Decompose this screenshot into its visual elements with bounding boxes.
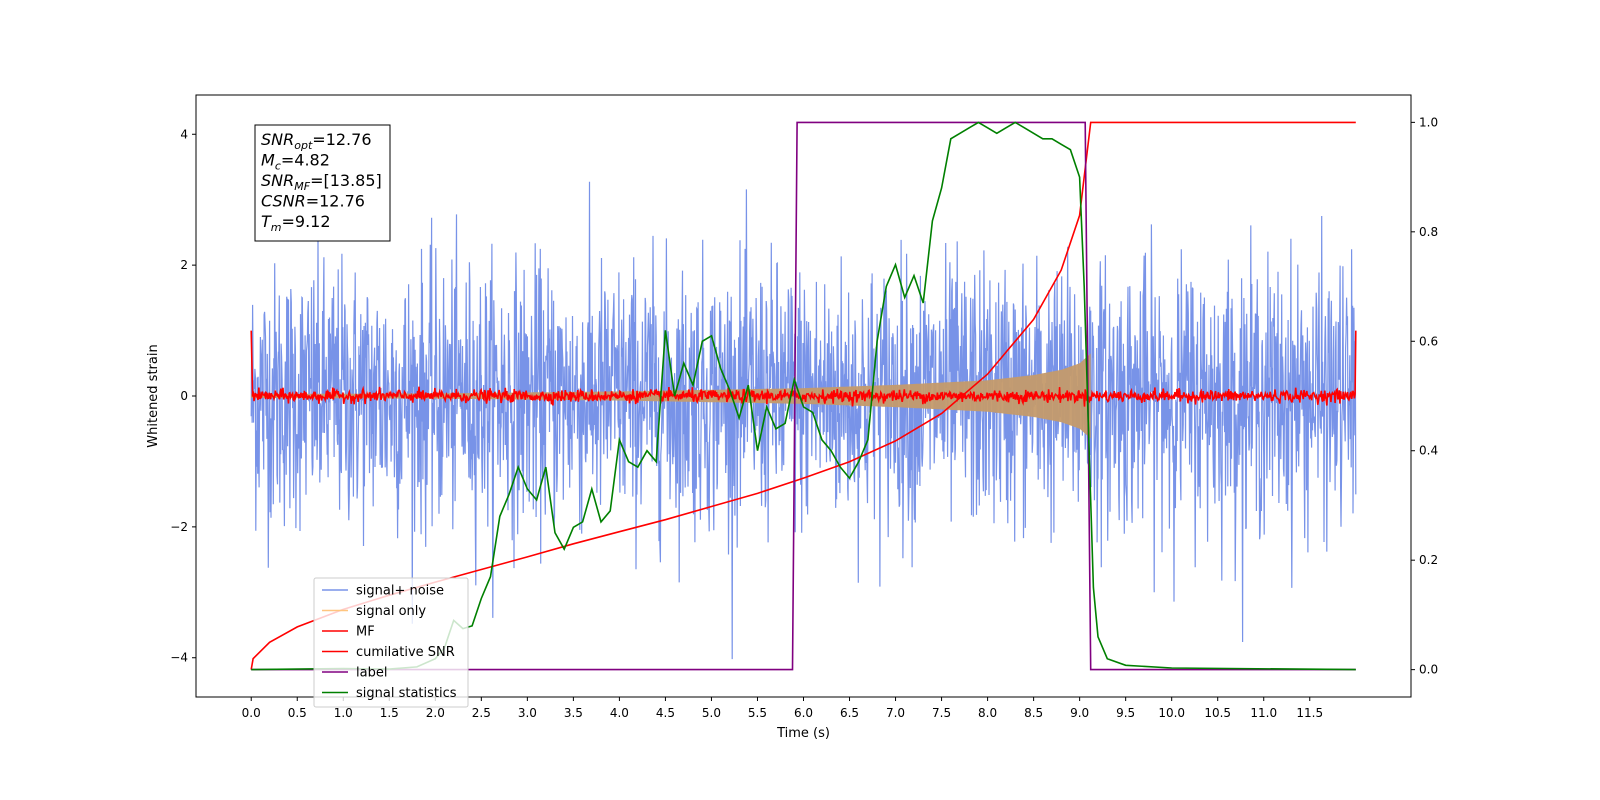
y-axis-label: Whitened strain [146,344,161,447]
y2-tick-label: 1.0 [1419,115,1438,129]
x-tick-label: 4.0 [610,706,629,720]
x-tick-label: 10.0 [1158,706,1185,720]
y2-tick-label: 0.6 [1419,334,1438,348]
stat-tm: Tm=9.12 [261,212,331,234]
series-signal-noise [250,181,1357,660]
x-tick-label: 2.0 [426,706,445,720]
x-tick-label: 1.0 [334,706,353,720]
legend-label: signal statistics [356,686,457,701]
y2-tick-label: 0.8 [1419,225,1438,239]
x-tick-label: 7.0 [886,706,905,720]
legend: signal+ noise signal only MF cumilative SNR… [313,577,469,708]
legend-label: MF [356,625,375,640]
x-tick-label: 9.0 [1070,706,1089,720]
y-axis-left: −4 −2 0 2 4 [170,127,196,665]
stat-snr-mf: SNRMF=[13.85] [261,171,382,193]
series-signal-statistics [251,121,1356,671]
legend-label: signal+ noise [356,584,444,599]
x-tick-label: 3.0 [518,706,537,720]
x-tick-label: 5.5 [748,706,767,720]
x-tick-label: 0.5 [288,706,307,720]
x-tick-label: 8.5 [1024,706,1043,720]
x-axis-label: Time (s) [776,726,830,741]
stats-box: SNRopt=12.76 Mc=4.82 SNRMF=[13.85] CSNR=… [254,124,391,242]
x-tick-label: 8.0 [978,706,997,720]
series-label [251,121,1356,671]
x-tick-label: 4.5 [656,706,675,720]
x-tick-label: 3.5 [564,706,583,720]
y2-tick-label: 0.4 [1419,444,1438,458]
y-tick-label: 2 [180,258,188,272]
y-tick-label: 0 [180,389,188,403]
series-mf [250,330,1357,407]
x-tick-label: 5.0 [702,706,721,720]
y-tick-label: −4 [170,651,188,665]
y2-tick-label: 0.0 [1419,663,1438,677]
x-tick-label: 11.5 [1296,706,1323,720]
y2-tick-label: 0.2 [1419,553,1438,567]
x-tick-label: 0.0 [242,706,261,720]
legend-frame [313,577,469,708]
y-tick-label: 4 [180,127,188,141]
stat-mc: Mc=4.82 [261,151,330,173]
legend-label: label [356,666,387,681]
legend-label: signal only [356,604,426,619]
x-tick-label: 10.5 [1204,706,1231,720]
y-axis-right: 0.0 0.2 0.4 0.6 0.8 1.0 [1411,115,1438,677]
series-signal-only [251,353,1091,439]
x-tick-label: 6.0 [794,706,813,720]
x-tick-label: 2.5 [472,706,491,720]
legend-label: cumilative SNR [356,645,455,660]
x-tick-label: 6.5 [840,706,859,720]
x-tick-label: 7.5 [932,706,951,720]
stat-csnr: CSNR=12.76 [261,192,365,211]
x-tick-label: 9.5 [1116,706,1135,720]
y-tick-label: −2 [170,520,188,534]
x-axis: 0.0 0.5 1.0 1.5 2.0 2.5 3.0 3.5 4.0 4.5 5.0 5.5 6.0 6… [242,697,1323,720]
x-tick-label: 11.0 [1250,706,1277,720]
x-tick-label: 1.5 [380,706,399,720]
stat-snr-opt: SNRopt=12.76 [261,130,372,152]
